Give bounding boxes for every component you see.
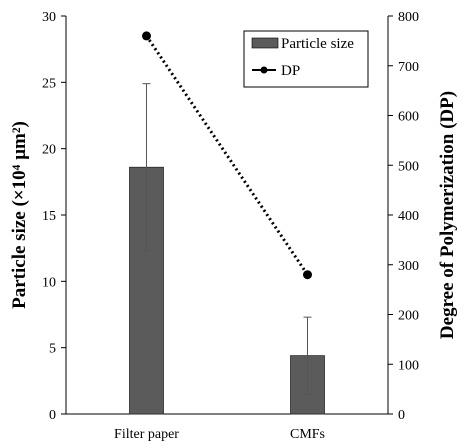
- left-tick-label: 20: [42, 143, 56, 158]
- legend-bar-swatch: [251, 37, 279, 49]
- right-tick-label: 700: [398, 60, 419, 75]
- right-tick-label: 300: [398, 259, 419, 274]
- right-tick-label: 800: [398, 10, 419, 25]
- dp-line: [145, 35, 309, 276]
- left-axis-title: Particle size (×10⁴ µm²): [9, 121, 30, 309]
- left-axis-ticks: 0 5 10 15 20 25 30: [42, 10, 66, 423]
- legend-bar-label: Particle size: [281, 36, 354, 52]
- left-tick-label: 25: [42, 76, 56, 91]
- dp-point: [142, 31, 151, 41]
- bar-series: [129, 166, 325, 415]
- dp-point: [303, 270, 312, 280]
- legend-line-label: DP: [281, 63, 300, 79]
- legend: Particle size DP: [243, 30, 369, 88]
- left-tick-label: 0: [49, 408, 56, 423]
- left-tick-label: 10: [42, 275, 56, 290]
- category-label: Filter paper: [114, 427, 179, 442]
- right-axis-ticks: 0 100 200 300 400 500 600 700 800: [388, 10, 419, 423]
- left-tick-label: 15: [42, 209, 56, 224]
- category-label: CMFs: [290, 427, 325, 442]
- category-labels: Filter paper CMFs: [114, 427, 325, 442]
- error-bars: [142, 83, 312, 395]
- right-tick-label: 100: [398, 358, 419, 373]
- left-tick-label: 5: [49, 342, 56, 357]
- right-tick-label: 0: [398, 408, 405, 423]
- legend-line-marker: [260, 66, 268, 74]
- right-axis-title: Degree of Polymerization (DP): [437, 91, 458, 339]
- right-tick-label: 600: [398, 110, 419, 125]
- right-tick-label: 400: [398, 209, 419, 224]
- line-series: [142, 31, 312, 280]
- left-tick-label: 30: [42, 10, 56, 25]
- right-tick-label: 200: [398, 309, 419, 324]
- right-tick-label: 500: [398, 159, 419, 174]
